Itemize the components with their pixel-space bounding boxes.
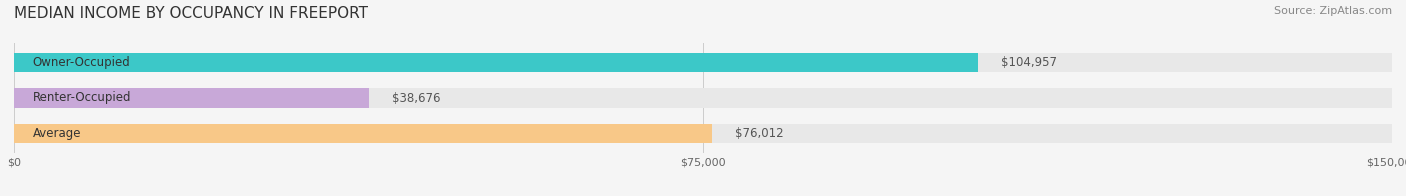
- Text: $38,676: $38,676: [392, 92, 441, 104]
- Text: MEDIAN INCOME BY OCCUPANCY IN FREEPORT: MEDIAN INCOME BY OCCUPANCY IN FREEPORT: [14, 6, 368, 21]
- Text: Source: ZipAtlas.com: Source: ZipAtlas.com: [1274, 6, 1392, 16]
- Text: Renter-Occupied: Renter-Occupied: [32, 92, 131, 104]
- Bar: [14, 53, 979, 72]
- Bar: [14, 88, 1392, 108]
- Bar: [14, 88, 370, 108]
- Bar: [14, 53, 1392, 72]
- Bar: [14, 124, 1392, 143]
- Bar: [14, 124, 713, 143]
- Text: Owner-Occupied: Owner-Occupied: [32, 56, 131, 69]
- Text: Average: Average: [32, 127, 82, 140]
- Text: $76,012: $76,012: [735, 127, 785, 140]
- Text: $104,957: $104,957: [1001, 56, 1057, 69]
